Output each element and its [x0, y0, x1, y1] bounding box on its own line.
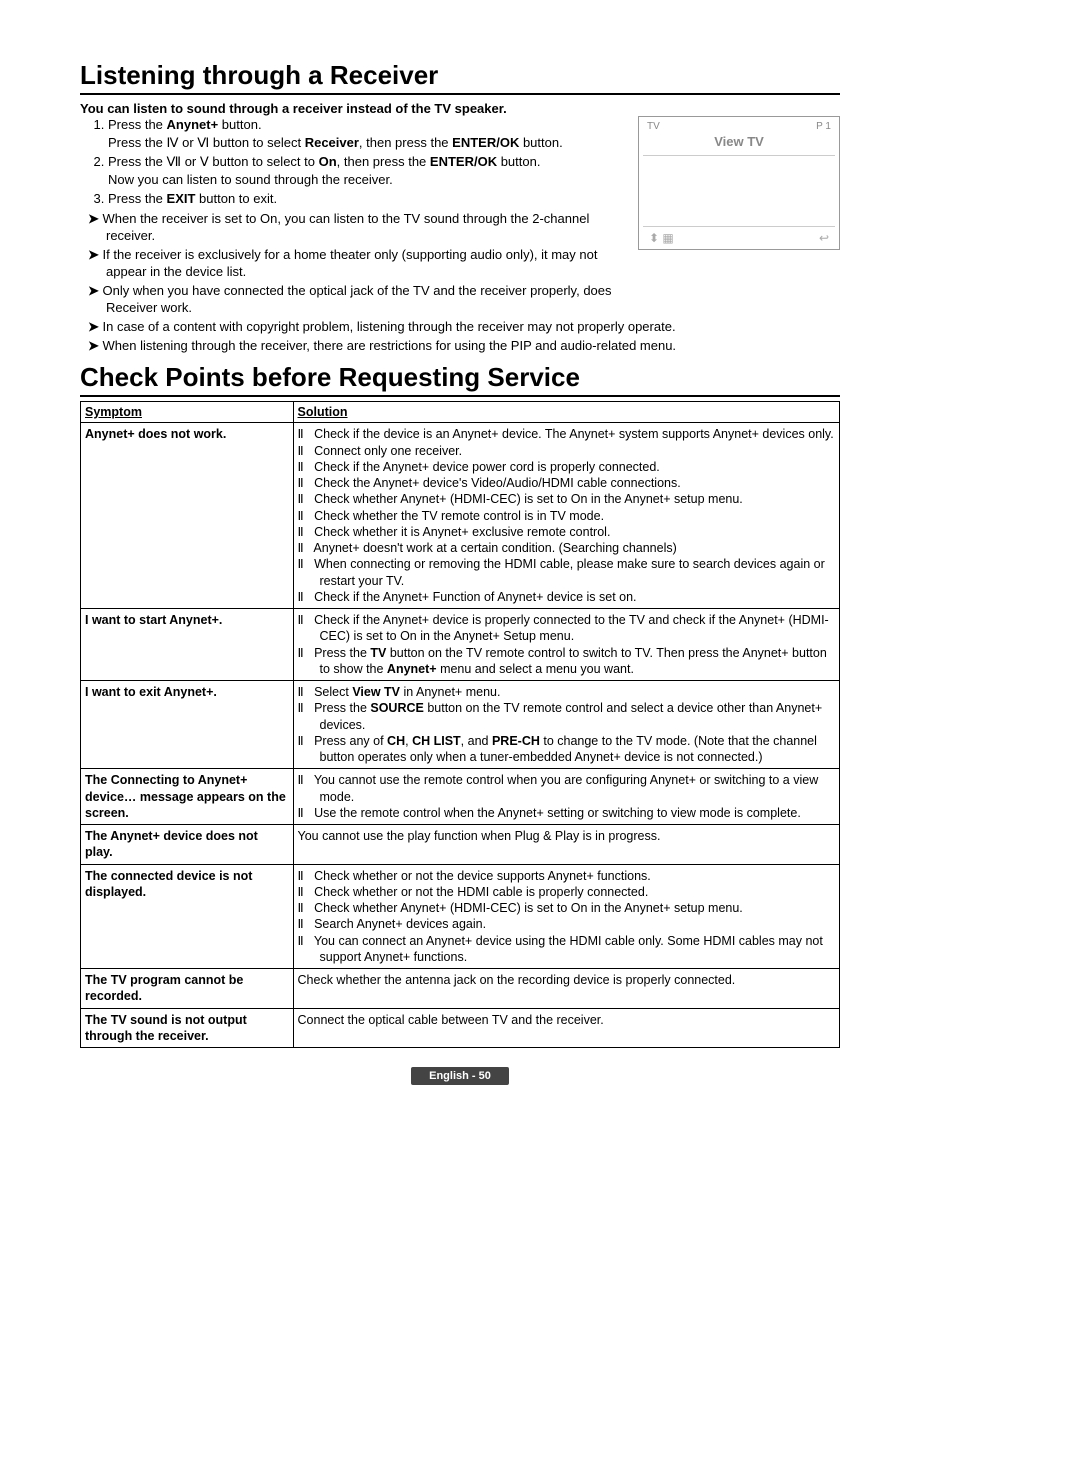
table-row: I want to exit Anynet+.Select View TV in… — [81, 681, 840, 769]
troubleshoot-body: Anynet+ does not work.Check if the devic… — [81, 423, 840, 1048]
return-icon: ↩ — [819, 231, 829, 245]
table-row: The TV program cannot be recorded.Check … — [81, 969, 840, 1009]
solution-cell: Check if the Anynet+ device is properly … — [293, 609, 839, 681]
section1-title: Listening through a Receiver — [80, 60, 840, 95]
tv-body — [643, 155, 835, 227]
troubleshoot-table: Symptom Solution Anynet+ does not work.C… — [80, 401, 840, 1048]
solution-cell: You cannot use the play function when Pl… — [293, 825, 839, 865]
solution-item: Press the TV button on the TV remote con… — [298, 645, 835, 678]
table-row: I want to start Anynet+.Check if the Any… — [81, 609, 840, 681]
solution-item: You cannot use the remote control when y… — [298, 772, 835, 805]
solution-item: Check the Anynet+ device's Video/Audio/H… — [298, 475, 835, 491]
arrow-item: When the receiver is set to On, you can … — [88, 210, 626, 245]
solution-cell: Check if the device is an Anynet+ device… — [293, 423, 839, 609]
th-solution: Solution — [293, 402, 839, 423]
table-row: The Anynet+ device does not play.You can… — [81, 825, 840, 865]
arrow-item: When listening through the receiver, the… — [88, 337, 840, 355]
solution-item: Check whether it is Anynet+ exclusive re… — [298, 524, 835, 540]
table-row: The Connecting to Anynet+ device… messag… — [81, 769, 840, 825]
symptom-cell: Anynet+ does not work. — [81, 423, 294, 609]
symptom-cell: The Anynet+ device does not play. — [81, 825, 294, 865]
solution-item: Check if the device is an Anynet+ device… — [298, 426, 835, 442]
solution-item: When connecting or removing the HDMI cab… — [298, 556, 835, 589]
step-item: Press the Anynet+ button.Press the Ⅳ or … — [108, 116, 626, 151]
grid-icon: ▦ — [662, 231, 673, 245]
tv-preview-box: TV P 1 View TV ⬍ ▦ ↩ — [638, 116, 840, 250]
step-item: Press the Ⅶ or Ⅴ button to select to On,… — [108, 153, 626, 188]
solution-cell: Select View TV in Anynet+ menu.Press the… — [293, 681, 839, 769]
solution-item: Check whether Anynet+ (HDMI-CEC) is set … — [298, 900, 835, 916]
solution-cell: Check whether or not the device supports… — [293, 864, 839, 969]
solution-item: Check if the Anynet+ Function of Anynet+… — [298, 589, 835, 605]
solution-item: Select View TV in Anynet+ menu. — [298, 684, 835, 700]
table-row: The TV sound is not output through the r… — [81, 1008, 840, 1048]
solution-item: Check whether Anynet+ (HDMI-CEC) is set … — [298, 491, 835, 507]
solution-item: Check if the Anynet+ device power cord i… — [298, 459, 835, 475]
solution-item: Check whether or not the device supports… — [298, 868, 835, 884]
solution-item: Check whether the TV remote control is i… — [298, 508, 835, 524]
solution-item: Check if the Anynet+ device is properly … — [298, 612, 835, 645]
symptom-cell: The Connecting to Anynet+ device… messag… — [81, 769, 294, 825]
solution-cell: Check whether the antenna jack on the re… — [293, 969, 839, 1009]
solution-item: Connect only one receiver. — [298, 443, 835, 459]
th-symptom: Symptom — [81, 402, 294, 423]
symptom-cell: The TV sound is not output through the r… — [81, 1008, 294, 1048]
solution-cell: You cannot use the remote control when y… — [293, 769, 839, 825]
arrows-lower: In case of a content with copyright prob… — [80, 318, 840, 354]
page-number: English - 50 — [411, 1067, 509, 1085]
solution-item: Press any of CH, CH LIST, and PRE-CH to … — [298, 733, 835, 766]
solution-item: Use the remote control when the Anynet+ … — [298, 805, 835, 821]
symptom-cell: The TV program cannot be recorded. — [81, 969, 294, 1009]
solution-item: Anynet+ doesn't work at a certain condit… — [298, 540, 835, 556]
arrow-item: If the receiver is exclusively for a hom… — [88, 246, 626, 281]
tv-label-program: P 1 — [816, 121, 831, 132]
solution-item: Check whether or not the HDMI cable is p… — [298, 884, 835, 900]
step-item: Press the EXIT button to exit. — [108, 190, 626, 208]
updown-icon: ⬍ — [649, 231, 659, 245]
table-row: Anynet+ does not work.Check if the devic… — [81, 423, 840, 609]
symptom-cell: The connected device is not displayed. — [81, 864, 294, 969]
solution-cell: Connect the optical cable between TV and… — [293, 1008, 839, 1048]
table-row: The connected device is not displayed.Ch… — [81, 864, 840, 969]
page-footer: English - 50 — [80, 1066, 840, 1084]
steps-list: Press the Anynet+ button.Press the Ⅳ or … — [80, 116, 626, 208]
solution-item: Search Anynet+ devices again. — [298, 916, 835, 932]
tv-title: View TV — [639, 134, 839, 149]
solution-item: You can connect an Anynet+ device using … — [298, 933, 835, 966]
solution-item: Press the SOURCE button on the TV remote… — [298, 700, 835, 733]
arrows-upper: When the receiver is set to On, you can … — [80, 210, 626, 317]
section1-intro: You can listen to sound through a receiv… — [80, 101, 507, 116]
symptom-cell: I want to exit Anynet+. — [81, 681, 294, 769]
arrow-item: Only when you have connected the optical… — [88, 282, 626, 317]
symptom-cell: I want to start Anynet+. — [81, 609, 294, 681]
tv-label-tv: TV — [647, 121, 660, 132]
arrow-item: In case of a content with copyright prob… — [88, 318, 840, 336]
section2-title: Check Points before Requesting Service — [80, 362, 840, 397]
